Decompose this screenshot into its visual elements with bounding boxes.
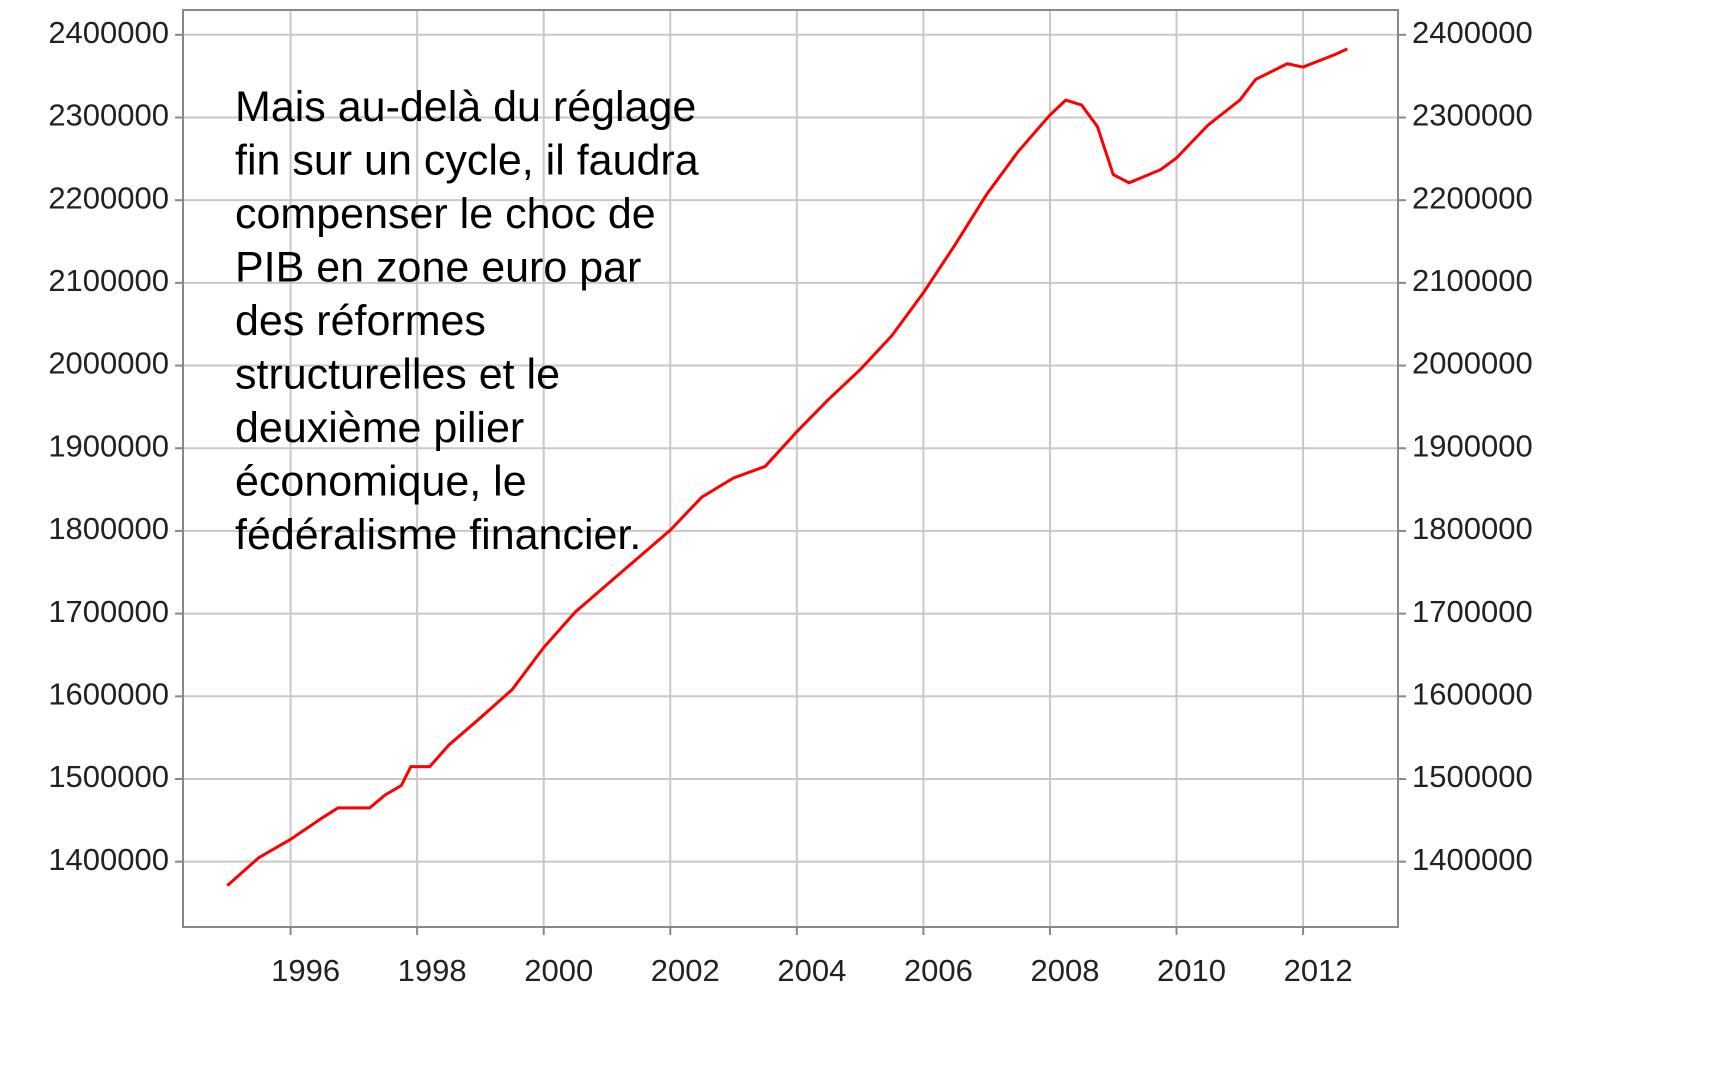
x-tick-label: 1996: [271, 953, 340, 988]
y2-tick-label: 2400000: [1412, 15, 1533, 50]
annotation-line: deuxième pilier: [235, 404, 524, 452]
y-tick-label: 1800000: [48, 511, 169, 546]
x-tick-label: 2002: [651, 953, 720, 988]
y2-tick-label: 1900000: [1412, 428, 1533, 463]
y-tick-label: 2300000: [48, 98, 169, 133]
y2-tick-label: 1800000: [1412, 511, 1533, 546]
annotation-line: fédéralisme financier.: [235, 511, 641, 559]
y-tick-label: 2400000: [48, 15, 169, 50]
y-tick-label: 1600000: [48, 676, 169, 711]
plot-frame: [182, 9, 1399, 928]
y2-tick-label: 1400000: [1412, 842, 1533, 877]
x-tick-label: 2012: [1284, 953, 1353, 988]
y2-tick-label: 1500000: [1412, 759, 1533, 794]
annotation-line: PIB en zone euro par: [235, 244, 641, 292]
annotation-line: compenser le choc de: [235, 190, 656, 238]
x-tick-label: 1998: [398, 953, 467, 988]
x-tick-label: 2004: [777, 953, 846, 988]
annotation-line: structurelles et le: [235, 351, 560, 399]
annotation-line: Mais au-delà du réglage: [235, 83, 696, 131]
y-tick-label: 1700000: [48, 594, 169, 629]
annotation-line: fin sur un cycle, il faudra: [235, 137, 699, 185]
y2-tick-label: 2100000: [1412, 263, 1533, 298]
y2-tick-label: 2000000: [1412, 346, 1533, 381]
x-tick-label: 2008: [1030, 953, 1099, 988]
y-tick-label: 2200000: [48, 180, 169, 215]
x-tick-label: 2000: [524, 953, 593, 988]
y-tick-label: 1500000: [48, 759, 169, 794]
y-tick-label: 1400000: [48, 842, 169, 877]
y2-tick-label: 1700000: [1412, 594, 1533, 629]
y-tick-label: 1900000: [48, 428, 169, 463]
y-tick-label: 2000000: [48, 346, 169, 381]
y2-tick-label: 2300000: [1412, 98, 1533, 133]
x-tick-label: 2006: [904, 953, 973, 988]
x-tick-label: 2010: [1157, 953, 1226, 988]
y-tick-label: 2100000: [48, 263, 169, 298]
annotation-line: des réformes: [235, 297, 486, 345]
y2-tick-label: 2200000: [1412, 180, 1533, 215]
annotation-line: économique, le: [235, 458, 527, 506]
data-line: [226, 47, 1349, 887]
y2-tick-label: 1600000: [1412, 676, 1533, 711]
